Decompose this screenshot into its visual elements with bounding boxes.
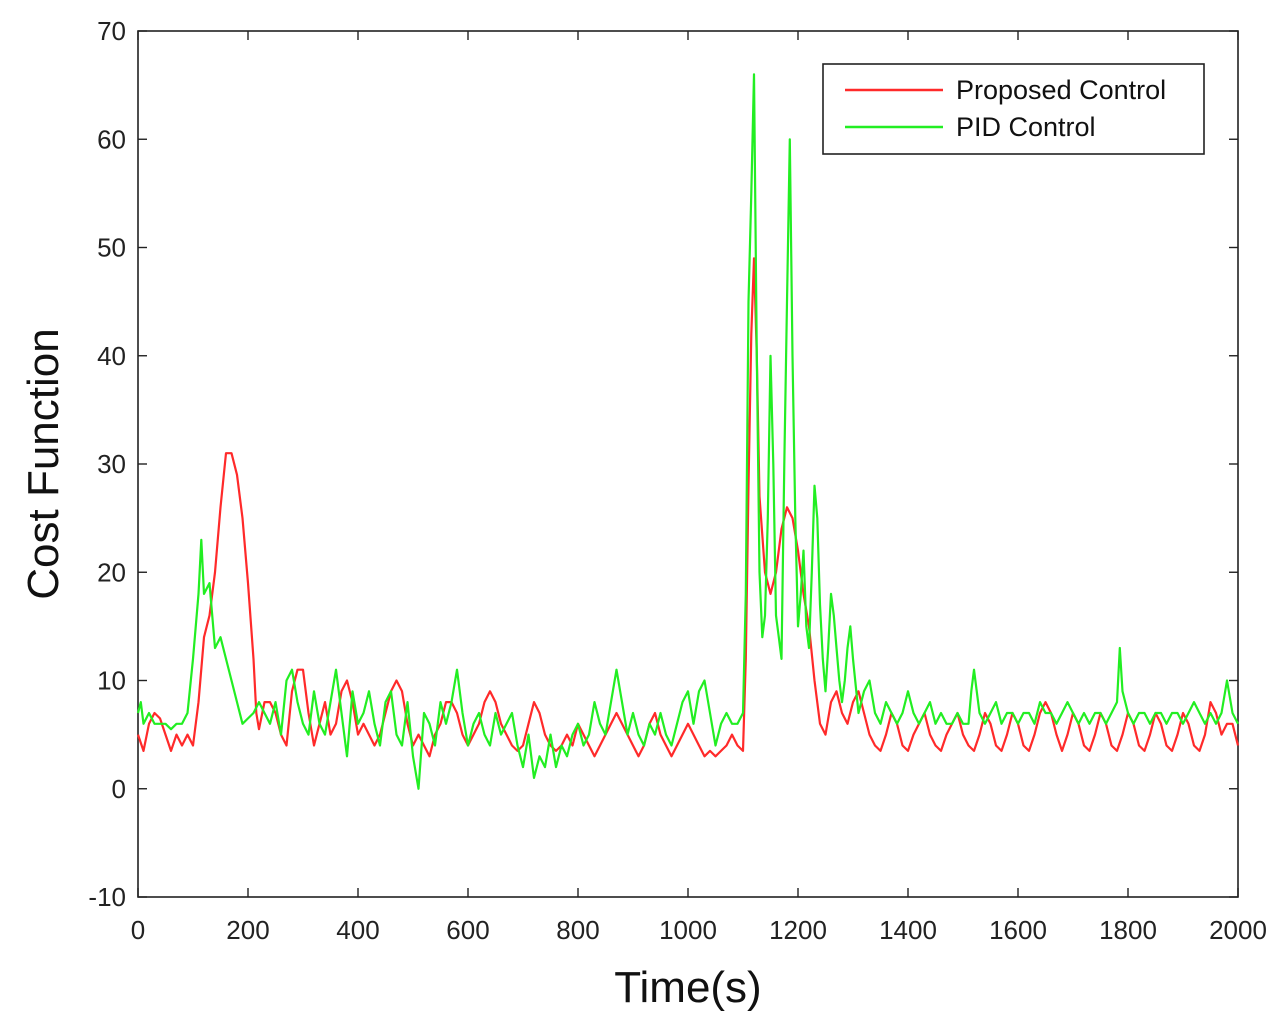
x-tick-label: 1800 — [1099, 915, 1157, 945]
legend-label-proposed-control: Proposed Control — [956, 75, 1166, 105]
y-tick-label: 20 — [97, 557, 126, 587]
x-tick-label: 2000 — [1209, 915, 1267, 945]
series-line-pid-control — [136, 73, 1239, 790]
legend-box — [822, 63, 1205, 155]
x-tick-label: 1400 — [879, 915, 937, 945]
y-tick-label: 40 — [97, 341, 126, 371]
y-tick-label: 30 — [97, 449, 126, 479]
x-tick-label: 1200 — [769, 915, 827, 945]
x-tick-label: 0 — [131, 915, 145, 945]
x-tick-label: 400 — [336, 915, 379, 945]
y-tick-label: 60 — [97, 124, 126, 154]
y-axis-title: Cost Function — [19, 328, 68, 599]
x-tick-label: 600 — [446, 915, 489, 945]
x-tick-label: 1000 — [659, 915, 717, 945]
x-tick-label: 800 — [556, 915, 599, 945]
x-tick-label: 200 — [226, 915, 269, 945]
x-tick-label: 1600 — [989, 915, 1047, 945]
x-axis-title: Time(s) — [614, 963, 761, 1012]
y-tick-label: -10 — [88, 882, 126, 912]
legend: Proposed Control PID Control — [822, 63, 1205, 155]
series-layer — [136, 73, 1240, 790]
legend-label-pid-control: PID Control — [956, 112, 1096, 142]
y-tick-label: 0 — [112, 774, 126, 804]
y-tick-label: 10 — [97, 666, 126, 696]
axis-ticks: 0 200 400 600 800 1000 1200 1400 1600 1800 2000-10… — [88, 16, 1267, 945]
y-tick-label: 70 — [97, 16, 126, 46]
y-tick-label: 50 — [97, 233, 126, 263]
plot-area — [137, 30, 1239, 898]
